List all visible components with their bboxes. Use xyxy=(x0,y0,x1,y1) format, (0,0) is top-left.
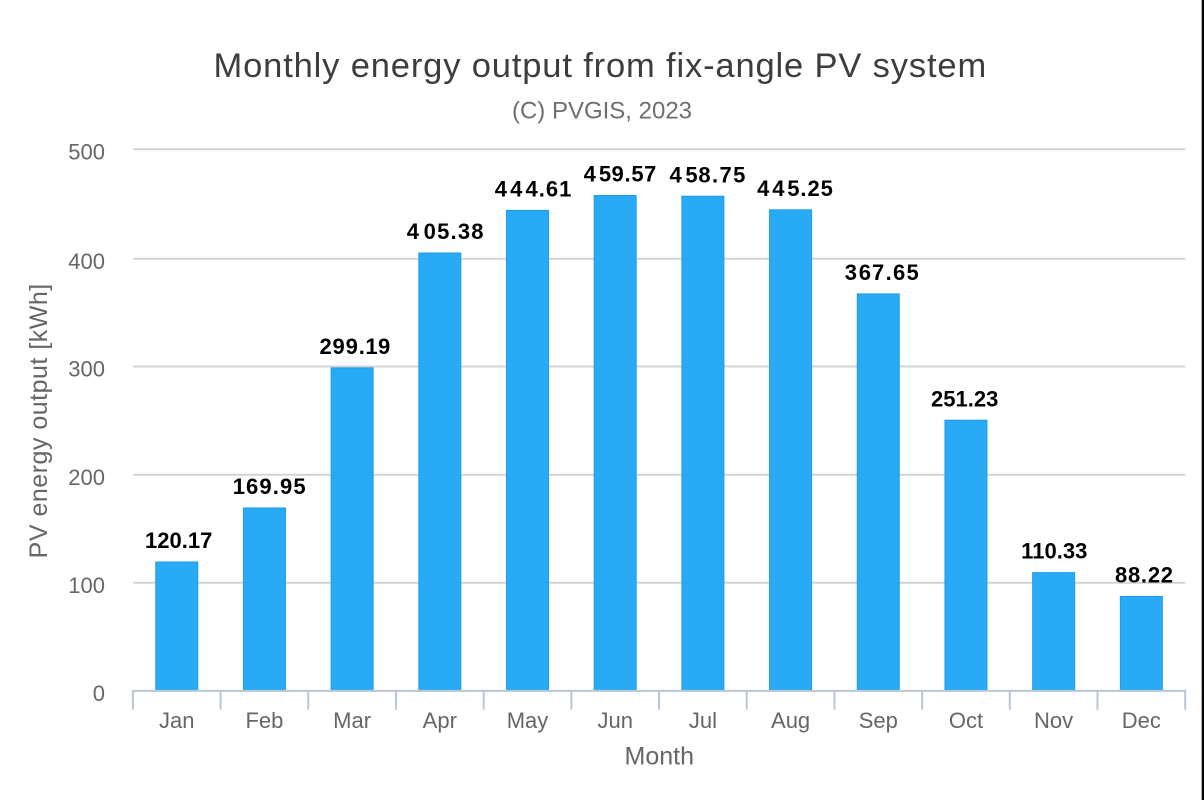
svg-text:Nov: Nov xyxy=(1034,708,1073,733)
svg-text:458.75: 458.75 xyxy=(670,162,746,187)
svg-text:500: 500 xyxy=(68,139,105,164)
svg-text:251.23: 251.23 xyxy=(931,386,998,411)
svg-text:200: 200 xyxy=(68,465,105,490)
svg-text:110.33: 110.33 xyxy=(1021,539,1087,564)
svg-text:445.25: 445.25 xyxy=(757,176,833,201)
svg-text:444.61: 444.61 xyxy=(495,177,572,202)
svg-text:Jul: Jul xyxy=(689,708,717,733)
svg-text:0: 0 xyxy=(93,681,105,706)
svg-text:May: May xyxy=(507,708,549,733)
svg-text:367.65: 367.65 xyxy=(845,260,919,285)
svg-text:Feb: Feb xyxy=(245,708,283,733)
svg-text:Oct: Oct xyxy=(949,708,983,733)
svg-text:Jan: Jan xyxy=(159,708,194,733)
svg-text:Mar: Mar xyxy=(333,708,371,733)
svg-text:169.95: 169.95 xyxy=(233,474,306,499)
svg-text:Month: Month xyxy=(625,742,694,770)
svg-text:Jun: Jun xyxy=(597,708,632,733)
svg-text:Apr: Apr xyxy=(423,708,457,733)
svg-text:PV energy output [kWh]: PV energy output [kWh] xyxy=(25,283,53,558)
svg-text:299.19: 299.19 xyxy=(319,334,390,359)
svg-text:100: 100 xyxy=(68,573,105,598)
svg-text:300: 300 xyxy=(68,357,105,382)
svg-text:Monthly energy output from fix: Monthly energy output from fix-angle PV … xyxy=(214,47,988,85)
svg-text:(C) PVGIS, 2023: (C) PVGIS, 2023 xyxy=(512,97,692,124)
svg-text:Sep: Sep xyxy=(859,708,898,733)
svg-text:88.22: 88.22 xyxy=(1115,563,1173,588)
svg-text:405.38: 405.38 xyxy=(407,219,484,244)
svg-text:459.57: 459.57 xyxy=(584,162,657,187)
svg-text:120.17: 120.17 xyxy=(145,528,212,553)
svg-text:Dec: Dec xyxy=(1122,708,1161,733)
svg-text:400: 400 xyxy=(68,249,105,274)
svg-text:Aug: Aug xyxy=(771,708,810,733)
